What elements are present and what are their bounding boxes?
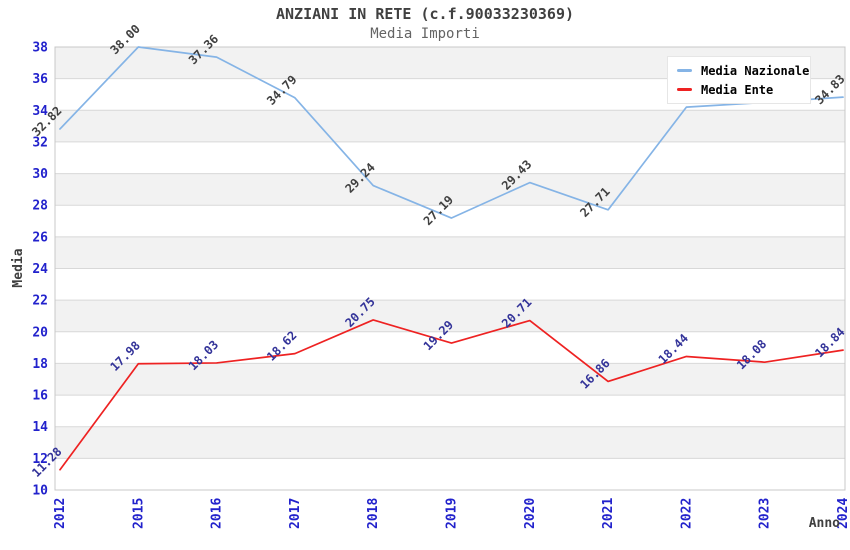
- series-line-media-nazionale: [59, 46, 844, 219]
- x-axis-tick-label: 2020: [523, 498, 538, 529]
- x-axis-title: Anno: [809, 516, 840, 531]
- grid-band: [55, 173, 845, 206]
- y-axis-tick-label: 18: [32, 357, 48, 372]
- x-axis-tick-label: 2018: [366, 498, 381, 529]
- x-axis-tick-label: 2023: [758, 498, 773, 529]
- x-axis-tick-label: 2021: [601, 498, 616, 529]
- chart-title: ANZIANI IN RETE (c.f.90033230369): [275, 5, 574, 23]
- y-axis-tick-label: 38: [32, 41, 48, 56]
- y-axis-tick-label: 36: [32, 72, 48, 87]
- y-axis-title: Media: [11, 248, 26, 287]
- y-axis-tick-label: 22: [32, 294, 48, 309]
- y-axis-tick-label: 14: [32, 420, 48, 435]
- grid-band: [55, 426, 845, 459]
- y-axis-tick-label: 16: [32, 389, 48, 404]
- x-axis-tick-label: 2012: [53, 498, 68, 529]
- series-line-media-ente: [59, 319, 844, 471]
- grid-band: [55, 141, 845, 174]
- legend-swatch-media-nazionale-icon: [677, 69, 692, 72]
- x-axis-tick-label: 2022: [679, 498, 694, 529]
- x-axis-tick-label: 2015: [131, 498, 146, 529]
- y-axis-tick-label: 26: [32, 230, 48, 245]
- chart-subtitle: Media Importi: [370, 26, 480, 42]
- grid-band: [55, 268, 845, 301]
- legend-swatch-media-ente-icon: [677, 88, 692, 91]
- grid-band: [55, 363, 845, 396]
- plot-border: [54, 46, 846, 491]
- grid-band: [55, 110, 845, 142]
- y-axis-tick-label: 12: [32, 452, 48, 467]
- legend: Media Nazionale Media Ente: [667, 56, 811, 104]
- grid-band: [55, 236, 845, 269]
- legend-item-media-ente: Media Ente: [677, 80, 806, 99]
- y-axis-tick-label: 24: [32, 262, 48, 277]
- x-axis-tick-label: 2017: [288, 498, 303, 529]
- y-axis-tick-label: 20: [32, 325, 48, 340]
- y-axis-tick-label: 32: [32, 135, 48, 150]
- grid-band: [55, 205, 845, 237]
- grid-band: [55, 300, 845, 332]
- legend-item-media-nazionale: Media Nazionale: [677, 61, 810, 80]
- y-axis-tick-label: 34: [32, 104, 48, 119]
- x-axis-tick-label: 2016: [210, 498, 225, 529]
- grid-band: [55, 458, 845, 490]
- y-axis-tick-label: 28: [32, 199, 48, 214]
- y-axis-tick-label: 10: [32, 484, 48, 499]
- legend-label-media-nazionale: Media Nazionale: [701, 63, 810, 78]
- x-axis-tick-label: 2024: [836, 498, 850, 529]
- grid-band: [55, 395, 845, 427]
- x-axis-tick-label: 2019: [445, 498, 460, 529]
- y-axis-tick-label: 30: [32, 167, 48, 182]
- legend-label-media-ente: Media Ente: [701, 82, 774, 97]
